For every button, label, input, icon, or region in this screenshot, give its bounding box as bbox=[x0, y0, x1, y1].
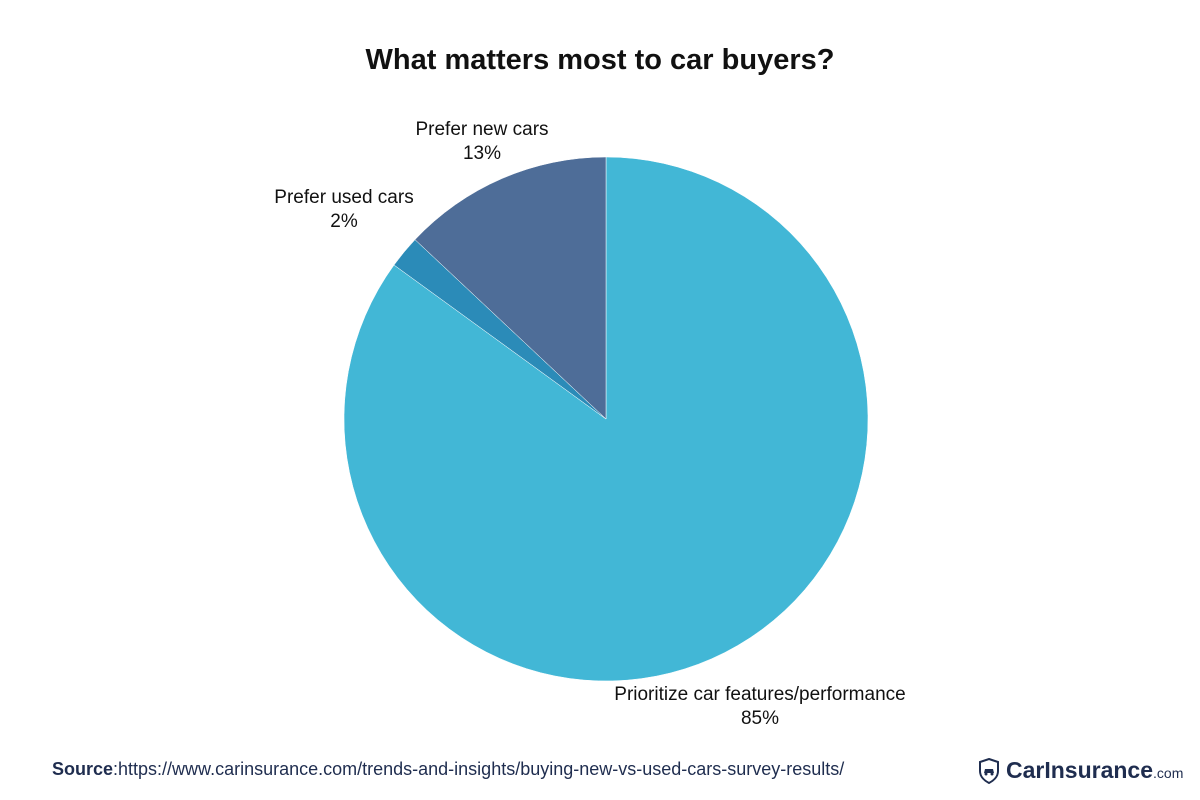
slice-label-text: Prefer new cars bbox=[415, 119, 549, 140]
chart-title: What matters most to car buyers? bbox=[365, 44, 835, 76]
source-label: Source bbox=[52, 759, 114, 779]
slice-label-used: Prefer used cars 2% bbox=[244, 186, 444, 234]
logo-brand: CarInsurance bbox=[1006, 757, 1154, 783]
slice-label-features: Prioritize car features/performance 85% bbox=[560, 683, 960, 731]
slice-label-value: 85% bbox=[740, 708, 780, 729]
slice-label-text: Prefer used cars bbox=[274, 187, 414, 208]
slice-label-new: Prefer new cars 13% bbox=[382, 118, 582, 166]
slice-label-value: 2% bbox=[330, 211, 358, 232]
slice-label-text: Prioritize car features/performance bbox=[614, 684, 906, 705]
logo-tld: .com bbox=[1153, 765, 1184, 781]
carinsurance-logo: CarInsurance.com bbox=[978, 757, 1183, 784]
slice-label-value: 13% bbox=[462, 143, 502, 164]
source-note: Source:https://www.carinsurance.com/tren… bbox=[52, 759, 844, 780]
source-url[interactable]: :https://www.carinsurance.com/trends-and… bbox=[113, 759, 845, 779]
shield-car-icon bbox=[979, 757, 999, 784]
pie-slice-2 bbox=[414, 156, 607, 420]
